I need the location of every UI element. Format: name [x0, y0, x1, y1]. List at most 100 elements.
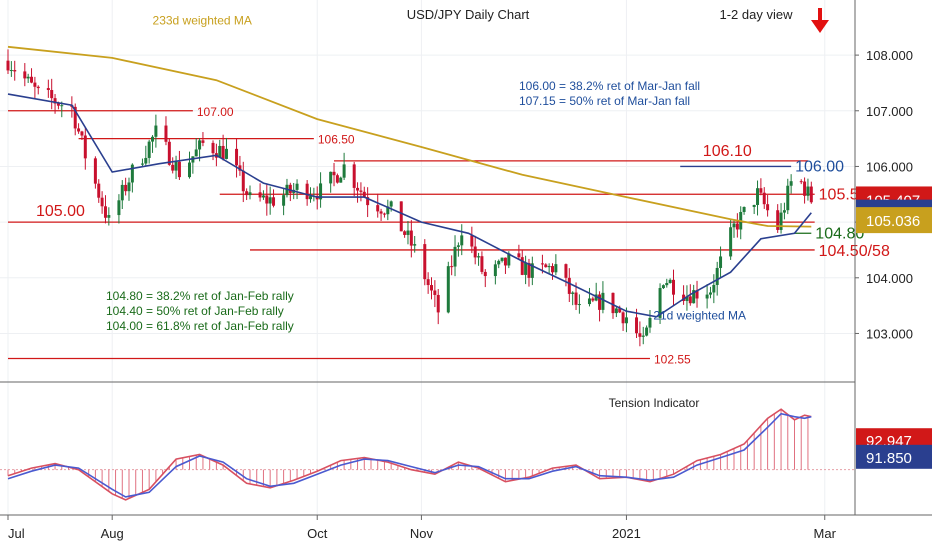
candle-body: [107, 215, 111, 218]
view-label: 1-2 day view: [720, 7, 794, 22]
level-label: 107.00: [197, 105, 234, 119]
candle-body: [735, 223, 739, 230]
candle-body: [235, 148, 239, 166]
candle-body: [127, 182, 131, 192]
candle-body: [171, 164, 175, 171]
candle-body: [524, 262, 528, 275]
note-blue: 107.15 = 50% ret of Mar-Jan fall: [519, 94, 690, 108]
candle-body: [93, 158, 97, 184]
tension-line-b: [7, 412, 812, 498]
candle-body: [782, 210, 786, 213]
candle-body: [433, 290, 437, 295]
candle-body: [342, 164, 346, 178]
candle-body: [712, 284, 716, 293]
candle-body: [379, 211, 383, 214]
candle-body: [9, 70, 13, 72]
time-tick-label: Nov: [410, 526, 434, 541]
candle-body: [117, 200, 121, 216]
time-tick-label: Oct: [307, 526, 328, 541]
candle-body: [124, 184, 128, 192]
candle-body: [77, 128, 81, 132]
candle-body: [406, 230, 410, 235]
price-tick-label: 108.000: [866, 48, 913, 63]
candle-body: [695, 290, 699, 299]
candle-body: [26, 76, 30, 79]
candle-body: [258, 192, 262, 198]
candle-body: [598, 294, 602, 310]
candle-body: [130, 164, 134, 183]
candle-body: [806, 186, 810, 196]
tension-indicator: [0, 408, 855, 501]
candle-body: [120, 184, 124, 201]
candle-body: [453, 246, 457, 267]
candle-body: [60, 105, 64, 107]
candle-body: [779, 212, 783, 230]
candle-body: [147, 141, 151, 158]
candle-body: [73, 106, 77, 129]
candle-body: [503, 257, 507, 266]
price-badge-label: 105.036: [866, 213, 920, 230]
candle-body: [517, 253, 521, 258]
candle-body: [715, 267, 719, 285]
tension-badge-label: 91.850: [866, 450, 912, 467]
candle-body: [436, 294, 440, 313]
candle-body: [53, 98, 57, 104]
note-green: 104.00 = 61.8% ret of Jan-Feb rally: [106, 319, 294, 333]
candle-body: [23, 71, 27, 79]
candle-body: [473, 246, 477, 258]
candle-body: [174, 161, 178, 171]
candle-body: [705, 294, 709, 299]
candle-body: [809, 186, 813, 203]
candle-body: [382, 213, 386, 215]
candle-body: [577, 304, 581, 306]
candle-body: [665, 283, 669, 286]
candle-body: [399, 201, 403, 232]
candle-body: [295, 183, 299, 190]
candle-body: [611, 292, 615, 314]
level-label: 106.00: [795, 158, 844, 175]
candle-body: [661, 285, 665, 289]
candle-body: [423, 244, 427, 280]
candle-body: [97, 183, 101, 198]
note-green: 104.40 = 50% ret of Jan-Feb rally: [106, 304, 284, 318]
candle-body: [409, 230, 413, 246]
price-tick-label: 103.000: [866, 326, 913, 341]
time-tick-label: Mar: [814, 526, 837, 541]
arrow-down-icon: [811, 8, 829, 33]
candle-body: [450, 266, 454, 268]
candle-body: [151, 136, 155, 142]
candle-body: [574, 292, 578, 305]
candle-body: [530, 263, 534, 278]
candle-body: [708, 292, 712, 295]
ma-233d-line: [7, 45, 812, 228]
price-tick-label: 106.000: [866, 159, 913, 174]
chart-title: USD/JPY Daily Chart: [407, 7, 530, 22]
candle-body: [624, 317, 628, 324]
candle-body: [776, 210, 780, 230]
candle-body: [103, 206, 107, 218]
candle-body: [140, 163, 144, 165]
candle-body: [319, 183, 323, 200]
candle-body: [238, 165, 242, 171]
level-label: 106.50: [318, 133, 355, 147]
candle-body: [554, 264, 558, 273]
candle-body: [446, 266, 450, 313]
level-label: 104.50/58: [819, 243, 890, 260]
candle-body: [621, 312, 625, 324]
candle-body: [56, 103, 60, 106]
candle-body: [692, 290, 696, 304]
moving-averages: 233d weighted MA 21d weighted MA: [7, 13, 812, 323]
candle-body: [268, 197, 272, 204]
level-label: 104.80: [815, 225, 864, 242]
candle-body: [154, 125, 158, 137]
candle-body: [362, 191, 366, 198]
candle-body: [413, 244, 417, 246]
ma-21d-line: [7, 93, 812, 318]
candle-body: [332, 171, 336, 176]
candle-body: [164, 125, 168, 142]
candle-body: [493, 264, 497, 277]
time-tick-label: Jul: [8, 526, 25, 541]
level-label: 105.00: [36, 203, 85, 220]
